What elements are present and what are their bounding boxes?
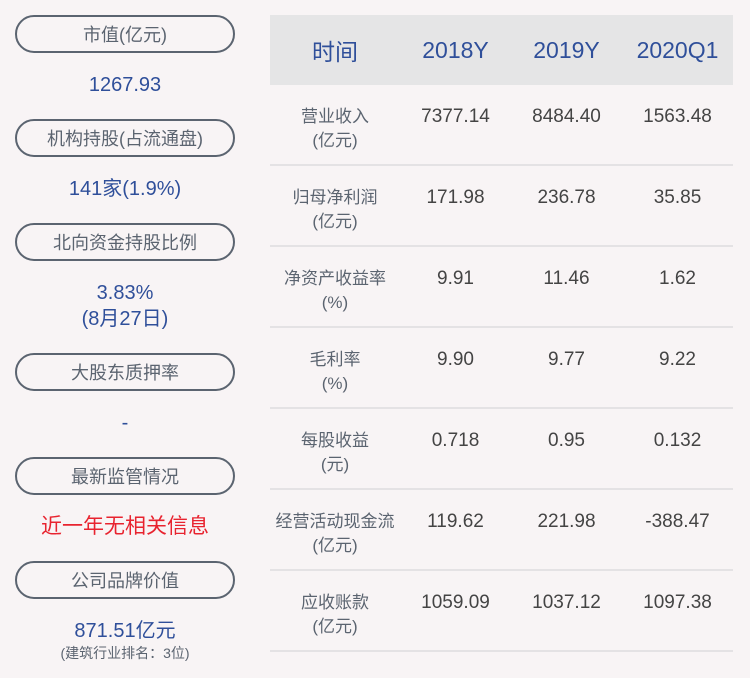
cell-value: 119.62 <box>427 511 484 532</box>
regulatory-status-value: 近一年无相关信息 <box>41 515 209 538</box>
cell-value: 221.98 <box>537 511 596 532</box>
cell-value: 9.90 <box>437 349 474 370</box>
row-label: 毛利率 (%) <box>309 350 361 393</box>
cell-value: 11.46 <box>543 268 590 289</box>
row-label: 经营活动现金流 (亿元) <box>275 512 395 555</box>
northbound-holding-label: 北向资金持股比例 <box>15 223 235 261</box>
market-cap-label: 市值(亿元) <box>15 15 235 53</box>
cell-value: -388.47 <box>645 511 710 532</box>
major-shareholder-pledge-label: 大股东质押率 <box>15 353 235 391</box>
table-row: 净资产收益率 (%) 9.91 11.46 1.62 <box>270 247 733 328</box>
institutional-holdings-label: 机构持股(占流通盘) <box>15 119 235 157</box>
table-row: 每股收益 (元) 0.718 0.95 0.132 <box>270 409 733 490</box>
table-row: 毛利率 (%) 9.90 9.77 9.22 <box>270 328 733 409</box>
cell-value: 35.85 <box>653 187 702 208</box>
brand-value-rank: (建筑行业排名：3位) <box>60 645 190 661</box>
northbound-holding-value: 3.83% (8月27日) <box>0 280 250 332</box>
header-2018y: 2018Y <box>422 36 489 63</box>
table-row: 营业收入 (亿元) 7377.14 8484.40 1563.48 <box>270 85 733 166</box>
cell-value: 1.62 <box>659 268 696 289</box>
row-label: 应收账款 (亿元) <box>301 593 369 636</box>
institutional-holdings-value: 141家(1.9%) <box>68 178 182 200</box>
row-label: 营业收入 (亿元) <box>301 107 369 150</box>
northbound-holding-date: (8月27日) <box>81 308 169 330</box>
cell-value: 0.718 <box>431 430 480 451</box>
market-cap-value: 1267.93 <box>88 74 162 96</box>
cell-value: 9.91 <box>437 268 474 289</box>
cell-value: 7377.14 <box>421 106 490 127</box>
cell-value: 1059.09 <box>421 592 490 613</box>
row-label: 归母净利润 (亿元) <box>292 188 378 231</box>
header-period: 时间 <box>312 39 358 65</box>
financial-table: 时间 2018Y 2019Y 2020Q1 营业收入 (亿元) 7377.14 8… <box>270 15 733 652</box>
cell-value: 1037.12 <box>532 592 601 613</box>
brand-value: 871.51亿元 (建筑行业排名：3位) <box>0 618 250 662</box>
cell-value: 9.22 <box>659 349 696 370</box>
brand-value-amount: 871.51亿元 <box>74 620 176 642</box>
cell-value: 9.77 <box>548 349 585 370</box>
row-label: 净资产收益率 (%) <box>284 269 386 312</box>
cell-value: 171.98 <box>426 187 485 208</box>
brand-value-label: 公司品牌价值 <box>15 561 235 599</box>
cell-value: 1097.38 <box>643 592 712 613</box>
header-2020q1: 2020Q1 <box>636 36 719 63</box>
table-header: 时间 2018Y 2019Y 2020Q1 <box>270 15 733 85</box>
table-row: 归母净利润 (亿元) 171.98 236.78 35.85 <box>270 166 733 247</box>
major-shareholder-pledge-value: - <box>121 412 129 434</box>
northbound-holding-ratio: 3.83% <box>96 282 154 304</box>
header-2019y: 2019Y <box>533 36 600 63</box>
row-label: 每股收益 (元) <box>301 431 369 474</box>
table-row: 经营活动现金流 (亿元) 119.62 221.98 -388.47 <box>270 490 733 571</box>
cell-value: 0.132 <box>653 430 702 451</box>
stock-summary-panel: 市值(亿元) 1267.93 机构持股(占流通盘) 141家(1.9%) 北向资… <box>0 0 250 678</box>
cell-value: 1563.48 <box>643 106 712 127</box>
table-row: 应收账款 (亿元) 1059.09 1037.12 1097.38 <box>270 571 733 652</box>
cell-value: 8484.40 <box>532 106 601 127</box>
cell-value: 236.78 <box>537 187 596 208</box>
regulatory-status-label: 最新监管情况 <box>15 457 235 495</box>
cell-value: 0.95 <box>548 430 585 451</box>
